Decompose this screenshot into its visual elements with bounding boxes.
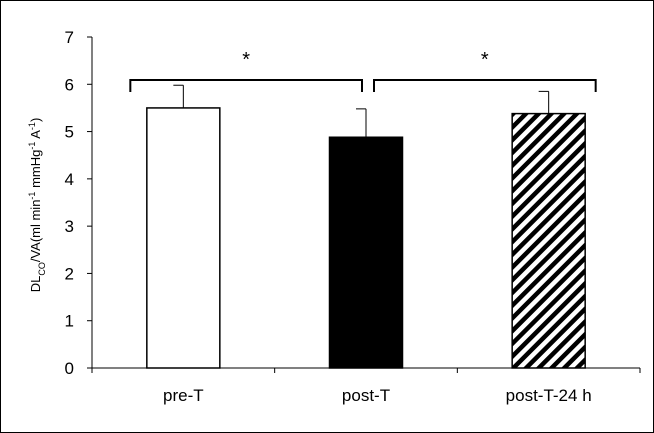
- error-bar: [538, 90, 550, 114]
- significance-bracket: [373, 79, 597, 92]
- significance-label: *: [242, 49, 250, 71]
- label-part: -1: [27, 122, 37, 130]
- bar: [328, 136, 404, 369]
- bar: [511, 112, 586, 369]
- label-part: DL: [28, 276, 43, 293]
- y-tick-label: 4: [65, 170, 74, 189]
- significance-bracket: [129, 79, 363, 92]
- y-tick-label: 1: [65, 312, 74, 331]
- label-part: A: [28, 130, 43, 142]
- error-bar: [356, 108, 367, 138]
- y-tick-label: 0: [65, 359, 74, 378]
- label-part: CO: [37, 262, 47, 276]
- y-tick-label: 6: [65, 75, 74, 94]
- error-bar: [173, 84, 184, 108]
- y-axis-label: DLCO/VA(ml min-1 mmHg-1 A-1): [27, 118, 47, 293]
- x-tick-label: post-T: [342, 386, 390, 405]
- y-tick-label: 2: [65, 264, 74, 283]
- y-tick-label: 5: [65, 123, 74, 142]
- label-part: mmHg: [28, 150, 43, 192]
- significance-label: *: [481, 49, 489, 71]
- label-part: ): [28, 118, 43, 122]
- x-tick-label: pre-T: [163, 386, 204, 405]
- bar: [146, 107, 221, 369]
- label-part: /VA(ml min: [28, 200, 43, 263]
- x-tick-label: post-T-24 h: [506, 386, 592, 405]
- label-part: -1: [27, 192, 37, 200]
- y-tick-label: 3: [65, 217, 74, 236]
- y-tick-label: 7: [65, 28, 74, 47]
- label-part: -1: [27, 142, 37, 150]
